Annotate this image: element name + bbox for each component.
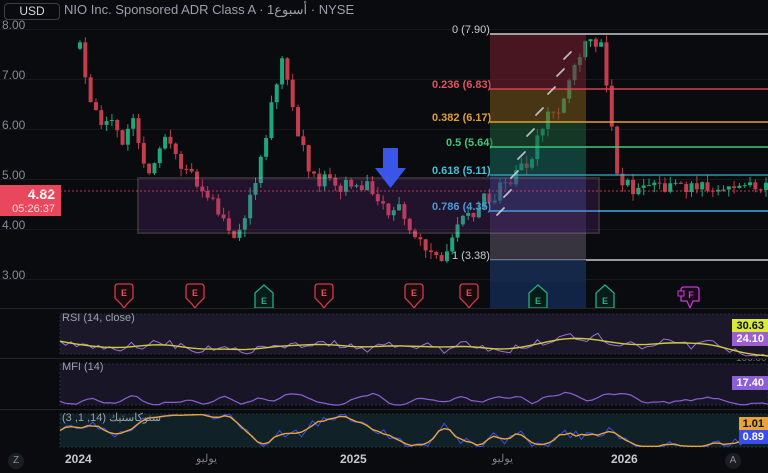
svg-text:F: F — [688, 290, 694, 300]
svg-text:E: E — [321, 288, 327, 298]
svg-text:E: E — [535, 296, 541, 306]
svg-text:E: E — [261, 296, 267, 306]
svg-text:E: E — [121, 288, 127, 298]
svg-text:E: E — [466, 288, 472, 298]
svg-text:E: E — [192, 288, 198, 298]
svg-text:E: E — [411, 288, 417, 298]
svg-text:E: E — [602, 296, 608, 306]
